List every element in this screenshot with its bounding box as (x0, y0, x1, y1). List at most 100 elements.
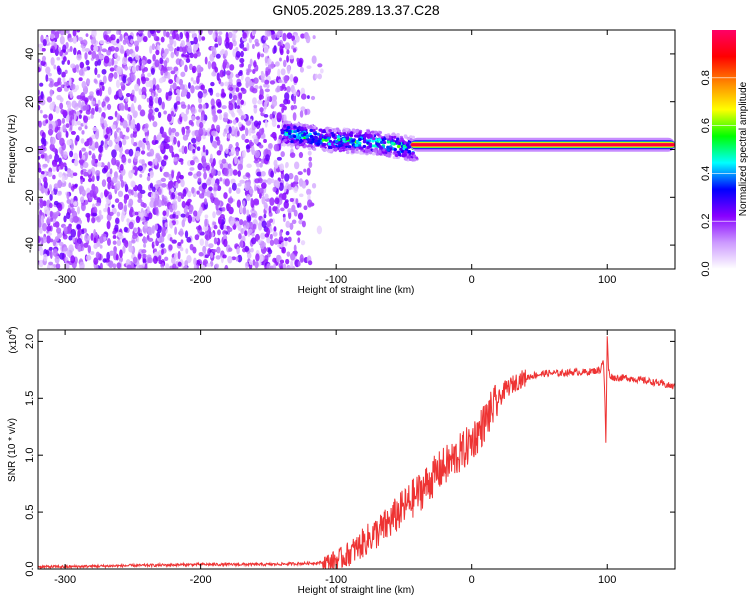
noise-cell (239, 42, 245, 49)
noise-cell (45, 119, 49, 124)
noise-cell (300, 240, 306, 246)
noise-cell (259, 187, 264, 194)
noise-cell (269, 233, 273, 240)
noise-cell (73, 47, 77, 56)
noise-cell (237, 163, 243, 171)
noise-cell (153, 33, 157, 39)
snr-multiplier: (x104) (5, 326, 19, 353)
noise-cell (314, 73, 318, 79)
noise-cell (286, 265, 292, 269)
noise-cell (114, 46, 120, 52)
noise-cell (200, 84, 205, 91)
transition-cell (338, 149, 343, 153)
noise-cell (228, 247, 233, 252)
transition-cell (396, 141, 400, 145)
noise-cell (191, 145, 194, 150)
noise-cell (43, 138, 47, 147)
noise-cell (108, 194, 113, 200)
transition-cell (390, 142, 395, 146)
noise-cell (266, 263, 271, 269)
noise-cell (167, 113, 172, 122)
noise-cell (149, 170, 154, 179)
noise-cell (91, 134, 96, 140)
noise-cell (227, 255, 233, 264)
noise-cell (62, 76, 66, 84)
noise-cell (156, 231, 161, 239)
noise-cell (63, 226, 68, 235)
noise-cell (273, 143, 280, 152)
transition-cell (412, 154, 417, 158)
noise-cell (252, 97, 257, 105)
x-tick-label: 0 (469, 274, 475, 286)
noise-cell (154, 223, 159, 231)
noise-cell (269, 265, 274, 269)
noise-cell (251, 43, 255, 50)
noise-cell (112, 263, 117, 269)
noise-cell (251, 88, 258, 94)
noise-cell (47, 171, 53, 177)
noise-cell (131, 52, 136, 58)
noise-cell (68, 77, 72, 86)
noise-cell (52, 162, 58, 167)
noise-cell (79, 61, 85, 69)
noise-cell (162, 53, 167, 58)
noise-cell (161, 266, 165, 269)
noise-cell (170, 70, 176, 75)
noise-cell (117, 201, 124, 211)
noise-cell (286, 85, 291, 93)
x-tick-label: -200 (190, 574, 212, 586)
noise-cell (130, 189, 134, 196)
noise-cell (39, 109, 43, 114)
colorbar-ticks: 0.0 0.2 0.4 0.6 0.8 (700, 70, 736, 277)
noise-cell (176, 46, 180, 52)
transition-cell (407, 150, 412, 154)
noise-cell (242, 149, 246, 158)
noise-cell (259, 254, 264, 263)
noise-cell (58, 171, 63, 178)
noise-cell (60, 30, 65, 36)
noise-cell (175, 101, 181, 105)
noise-cell (220, 92, 227, 98)
noise-cell (111, 204, 115, 208)
noise-cell (244, 127, 249, 137)
noise-cell (235, 87, 240, 93)
noise-cell (91, 216, 96, 224)
noise-cell (120, 81, 124, 87)
noise-cell (161, 248, 164, 256)
transition-cell (411, 158, 415, 162)
noise-cell (187, 214, 193, 224)
noise-cell (260, 171, 266, 177)
noise-cell (56, 65, 61, 73)
noise-cell (279, 57, 282, 62)
noise-cell (247, 228, 253, 234)
noise-cell (84, 99, 88, 105)
noise-cell (207, 30, 213, 36)
noise-cell (54, 255, 60, 264)
noise-cell (57, 131, 62, 140)
transition-cell (289, 134, 293, 139)
noise-cell (216, 150, 222, 156)
noise-cell (152, 77, 157, 87)
noise-cell (173, 102, 178, 110)
noise-cell (38, 156, 41, 160)
noise-cell (65, 130, 69, 138)
noise-cell (138, 30, 144, 34)
y-tick-label: -20 (24, 189, 36, 205)
noise-cell (294, 174, 299, 183)
noise-cell (91, 50, 97, 59)
noise-cell (81, 80, 87, 89)
noise-cell (165, 136, 171, 143)
noise-cell (297, 212, 304, 220)
transition-cell (316, 132, 320, 136)
noise-cell (145, 81, 151, 88)
noise-cell (148, 161, 153, 166)
noise-cell (272, 231, 278, 237)
noise-cell (266, 84, 270, 89)
noise-cell (78, 36, 84, 42)
noise-cell (263, 36, 269, 41)
noise-cell (93, 186, 99, 195)
noise-cell (232, 119, 237, 125)
noise-cell (174, 226, 178, 235)
noise-cell (99, 40, 105, 45)
noise-cell (218, 114, 223, 121)
